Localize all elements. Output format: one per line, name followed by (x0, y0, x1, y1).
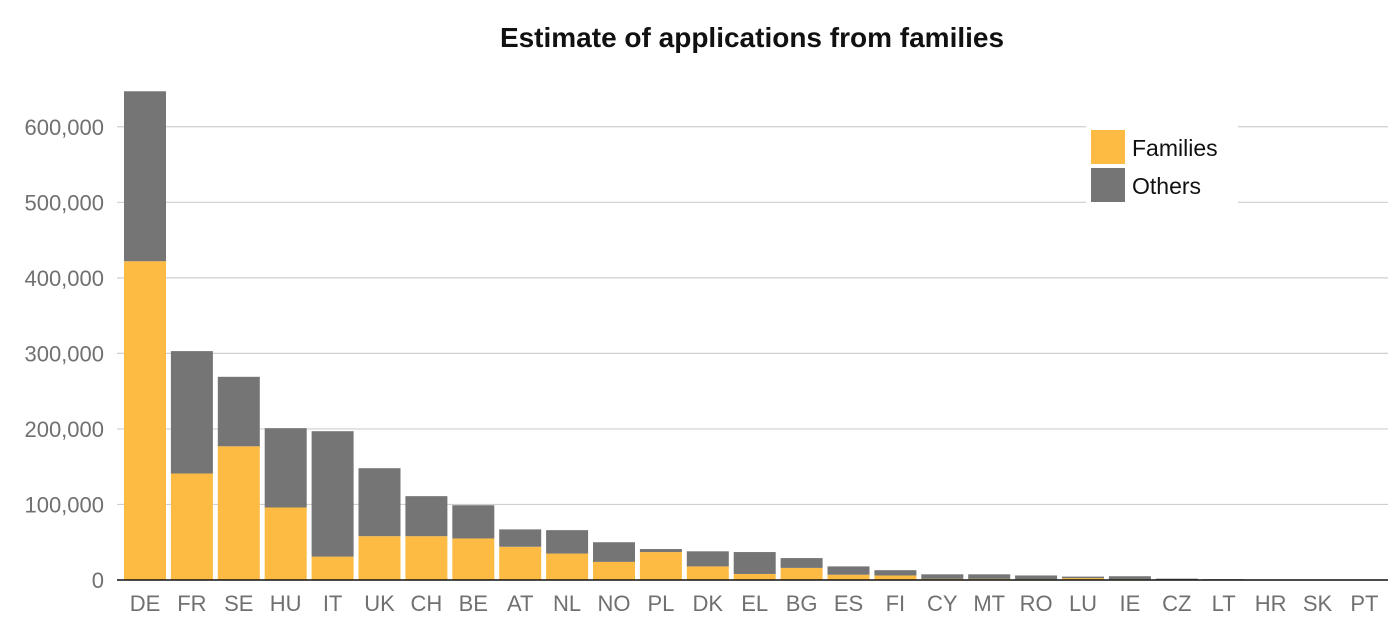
x-tick-label: HR (1255, 591, 1287, 616)
legend-label-families: Families (1132, 135, 1218, 161)
legend-swatch-families (1091, 130, 1125, 164)
bar-segment-others-ro (1015, 575, 1057, 579)
bar-segment-families-bg (781, 568, 823, 580)
bar-segment-families-de (124, 261, 166, 580)
x-tick-label: CY (927, 591, 958, 616)
x-tick-label: DE (130, 591, 161, 616)
y-tick-label: 600,000 (24, 115, 104, 140)
x-tick-label: PT (1350, 591, 1378, 616)
bar-segment-families-pl (640, 552, 682, 580)
x-tick-label: RO (1020, 591, 1053, 616)
bar-segment-families-ch (405, 536, 447, 580)
bar-segment-others-it (312, 431, 354, 556)
x-tick-label: LU (1069, 591, 1097, 616)
bar-segment-families-el (734, 574, 776, 580)
bar-segment-others-ie (1109, 576, 1151, 579)
x-tick-label: EL (741, 591, 768, 616)
x-axis-ticks: DE FR SE HU IT UK CH BE AT NL NO PL DK EL BG ES FI CY MT RO… (130, 591, 1379, 616)
bar-segment-families-fr (171, 473, 213, 580)
bar-segment-others-bg (781, 558, 823, 568)
x-tick-label: CZ (1162, 591, 1191, 616)
x-tick-label: DK (693, 591, 724, 616)
bar-segment-others-be (452, 505, 494, 538)
y-tick-label: 500,000 (24, 190, 104, 215)
bar-segment-others-at (499, 529, 541, 546)
y-tick-label: 0 (92, 568, 104, 593)
x-tick-label: SK (1303, 591, 1333, 616)
bar-segment-others-hu (265, 428, 307, 507)
x-tick-label: IE (1120, 591, 1141, 616)
bar-segment-others-se (218, 377, 260, 447)
x-tick-label: BE (459, 591, 488, 616)
bar-segment-families-uk (359, 536, 401, 580)
bar-segment-others-fi (874, 570, 916, 575)
bar-segment-others-cy (921, 574, 963, 579)
x-tick-label: LT (1212, 591, 1236, 616)
y-tick-label: 400,000 (24, 266, 104, 291)
x-tick-label: UK (364, 591, 395, 616)
x-tick-label: MT (973, 591, 1005, 616)
x-tick-label: ES (834, 591, 863, 616)
bar-segment-families-se (218, 446, 260, 580)
x-tick-label: PL (647, 591, 674, 616)
bar-segment-others-lu (1062, 577, 1104, 579)
bar-segment-others-pl (640, 549, 682, 552)
bar-segment-others-ch (405, 496, 447, 536)
bar-segment-others-de (124, 91, 166, 261)
legend-label-others: Others (1132, 173, 1201, 199)
bar-segment-families-no (593, 562, 635, 580)
x-tick-label: FR (177, 591, 206, 616)
x-tick-label: NL (553, 591, 581, 616)
y-tick-label: 100,000 (24, 492, 104, 517)
y-tick-label: 300,000 (24, 341, 104, 366)
y-axis-ticks: 0 100,000 200,000 300,000 400,000 500,000 600,… (24, 115, 104, 593)
y-tick-label: 200,000 (24, 417, 104, 442)
bar-segment-families-nl (546, 554, 588, 580)
bar-segment-others-dk (687, 551, 729, 566)
x-tick-label: NO (598, 591, 631, 616)
bar-segment-families-hu (265, 507, 307, 580)
bar-segment-others-el (734, 552, 776, 574)
bar-segment-others-uk (359, 468, 401, 536)
x-tick-label: HU (270, 591, 302, 616)
bar-segment-families-es (828, 575, 870, 580)
bar-segment-others-mt (968, 574, 1010, 579)
legend-swatch-others (1091, 168, 1125, 202)
x-tick-label: SE (224, 591, 253, 616)
bar-segment-others-fr (171, 351, 213, 473)
bar-segment-others-no (593, 542, 635, 562)
x-tick-label: BG (786, 591, 818, 616)
x-tick-label: FI (886, 591, 906, 616)
x-tick-label: IT (323, 591, 343, 616)
bar-segment-families-it (312, 557, 354, 580)
bar-segment-families-be (452, 538, 494, 580)
bar-segment-families-dk (687, 566, 729, 580)
legend: Families Others (1086, 124, 1238, 206)
bar-segment-families-at (499, 547, 541, 580)
bar-segment-others-es (828, 566, 870, 574)
x-tick-label: AT (507, 591, 533, 616)
chart-title: Estimate of applications from families (500, 22, 1004, 53)
x-tick-label: CH (411, 591, 443, 616)
bar-segment-others-nl (546, 530, 588, 553)
